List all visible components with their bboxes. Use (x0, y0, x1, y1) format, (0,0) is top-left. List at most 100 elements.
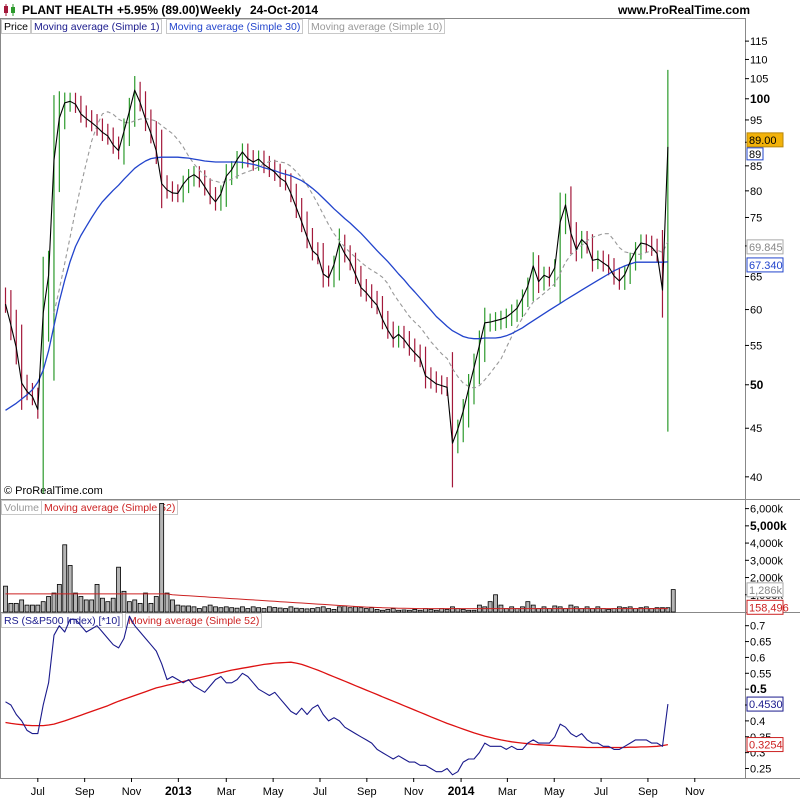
volume-ma52-line (5, 593, 668, 610)
volume-bar (67, 565, 73, 613)
volume-value-label-box (746, 582, 784, 598)
volume-bar (40, 601, 46, 613)
volume-bar (654, 607, 660, 613)
volume-bar (83, 599, 89, 613)
tag-89-label: 89 (749, 149, 761, 161)
volume-bar (250, 606, 256, 613)
volume-bar (89, 599, 95, 613)
rs-value-label: 0.4530 (749, 699, 783, 711)
x-tick-label: Mar (498, 786, 517, 798)
price-tick-label: 55 (750, 340, 762, 352)
volume-bar (374, 609, 380, 613)
tag-89-box (746, 147, 764, 161)
price-change: +5.95% (89.00) (117, 3, 200, 17)
volume-bar (595, 606, 601, 613)
close-line (4, 89, 669, 444)
rs-tick-label: 0.55 (750, 668, 771, 680)
x-tick-label: Sep (638, 786, 658, 798)
volume-bar (245, 608, 251, 613)
volume-bar (148, 602, 154, 613)
volume-bar (331, 609, 337, 613)
date-label: 24-Oct-2014 (250, 3, 319, 17)
volume-bar (406, 609, 412, 613)
x-tick-label: Nov (685, 786, 705, 798)
volume-bar (493, 594, 498, 613)
volume-ma52-value-label: 158,496 (749, 602, 789, 614)
x-tick-label: May (263, 786, 284, 798)
copyright: © ProRealTime.com (4, 485, 103, 497)
volume-bar (310, 608, 315, 613)
x-tick-label: Jul (313, 786, 327, 798)
volume-bar (336, 606, 342, 613)
candlestick-logo-icon (4, 4, 15, 16)
legend-price: Price (1, 19, 31, 34)
volume-bar (35, 604, 41, 613)
rs-tick-label: 0.65 (750, 637, 771, 649)
volume-bar (584, 606, 590, 613)
volume-tick-label: 6,000k (750, 504, 784, 516)
volume-bar (320, 606, 326, 613)
volume-bar (304, 608, 310, 613)
legend-rs-ma52: Moving average (Simple 52) (125, 613, 263, 628)
volume-bar (266, 606, 272, 613)
site-url[interactable]: www.ProRealTime.com (618, 3, 751, 17)
volume-bar (46, 596, 51, 613)
volume-bar (606, 609, 612, 613)
volume-bar (557, 606, 563, 613)
volume-bar (412, 609, 418, 613)
volume-bar (202, 606, 208, 613)
volume-bar (428, 609, 434, 613)
volume-bar (665, 607, 671, 613)
price-tick-label: 115 (750, 36, 768, 48)
price-tick-label: 100 (750, 92, 770, 106)
price-tick-label: 110 (750, 54, 768, 66)
rs-value-label-box (746, 696, 784, 712)
x-tick-label: Jul (31, 786, 45, 798)
volume-bar (369, 607, 375, 613)
volume-bar (616, 606, 622, 613)
volume-bar (670, 589, 676, 613)
volume-bar (159, 503, 165, 613)
volume-bar (326, 608, 332, 613)
volume-bar (299, 608, 305, 613)
volume-bar (229, 607, 235, 613)
legend-vol-ma52: Moving average (Simple 52) (41, 500, 179, 515)
volume-bar (62, 544, 68, 613)
x-tick-label: Sep (357, 786, 377, 798)
x-tick-label: May (544, 786, 565, 798)
rs-ma52-line (5, 661, 669, 749)
volume-bar (471, 609, 477, 613)
volume-value-label: 1,286k (749, 585, 783, 597)
volume-bar (30, 604, 35, 613)
price-tick-label: 75 (750, 212, 762, 224)
ma10-value-label-box (746, 239, 784, 255)
volume-bar (223, 606, 229, 613)
volume-bar (363, 608, 369, 613)
volume-bar (380, 609, 385, 613)
price-tick-label: 60 (750, 305, 762, 317)
volume-bar (19, 599, 25, 613)
rs-tick-label: 0.6 (750, 652, 765, 664)
volume-bar (401, 609, 407, 613)
volume-bar (8, 602, 14, 613)
volume-bar (240, 606, 245, 613)
instrument-title: PLANT HEALTH (22, 3, 114, 17)
rs-tick-label: 0.25 (750, 763, 771, 775)
volume-bar (234, 607, 240, 613)
volume-bar (315, 607, 321, 613)
volume-bar (643, 606, 649, 613)
volume-tick-label: 5,000k (750, 519, 787, 533)
legend-ma30: Moving average (Simple 30) (166, 19, 304, 34)
price-tick-label: 95 (750, 115, 762, 127)
volume-bar (520, 606, 525, 613)
volume-bar (191, 606, 197, 613)
chart-header: PLANT HEALTH +5.95% (89.00) Weekly 24-Oc… (0, 0, 800, 20)
volume-bar (353, 606, 358, 613)
x-tick-label: Nov (404, 786, 424, 798)
volume-bar (261, 608, 267, 613)
volume-bar (390, 608, 396, 613)
x-tick-label: Mar (217, 786, 236, 798)
volume-ma52-value-label-box (746, 599, 784, 615)
volume-bar (660, 607, 665, 613)
